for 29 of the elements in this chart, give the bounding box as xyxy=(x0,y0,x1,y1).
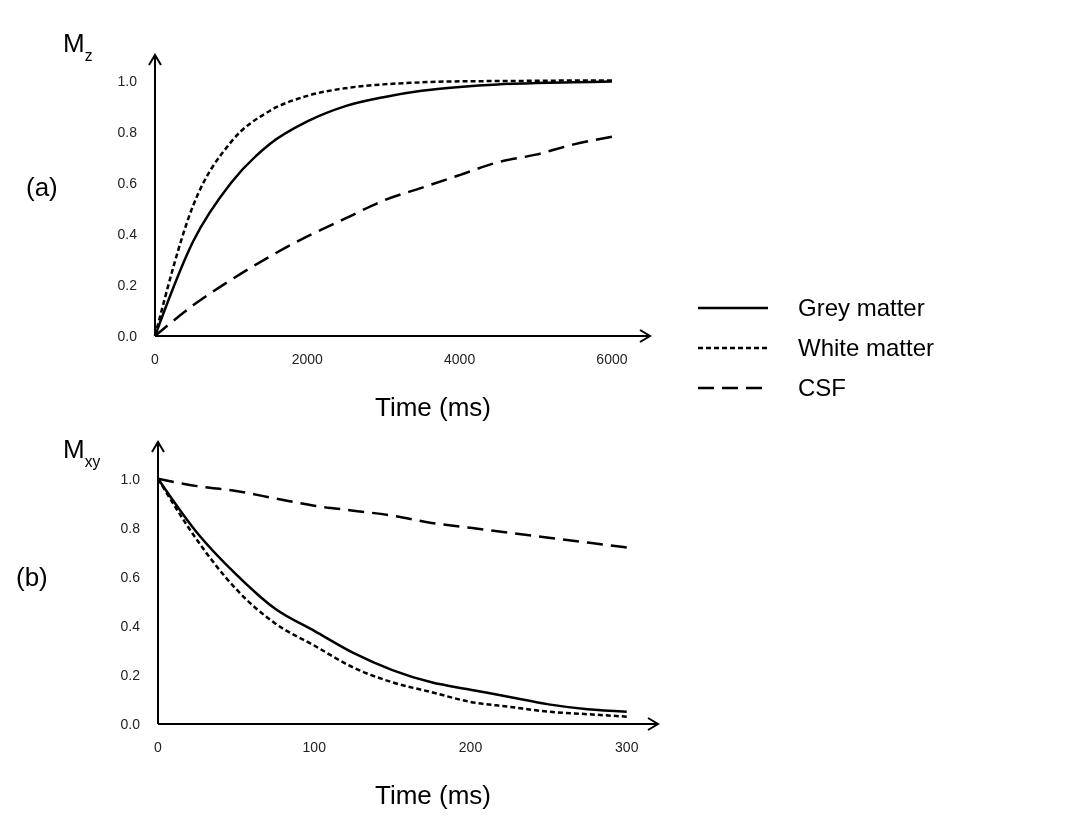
y-tick-label: 0.0 xyxy=(120,716,141,732)
y-tick-label: 0.0 xyxy=(117,328,138,344)
y-tick-label: 0.8 xyxy=(117,123,138,140)
y-tick-label: 0.4 xyxy=(117,225,138,242)
legend-label: White matter xyxy=(798,334,935,361)
x-tick-label: 6000 xyxy=(596,351,628,367)
x-tick-label: 300 xyxy=(615,739,639,755)
text: (b) xyxy=(16,562,48,592)
y-axis-title: M$_{xy}$ xyxy=(63,434,101,470)
x-axis-title: Time (ms) xyxy=(374,780,492,810)
y-tick-label: 0.2 xyxy=(117,276,138,293)
y-tick-label: 0.6 xyxy=(117,174,138,191)
y-axis-title: M$_{z}$ xyxy=(63,28,93,64)
y-tick-label: 0.2 xyxy=(120,666,141,683)
text: (a) xyxy=(26,172,58,202)
x-axis-title: Time (ms) xyxy=(374,392,492,422)
legend-label: CSF xyxy=(798,374,846,401)
x-tick-label: 0 xyxy=(151,351,160,367)
x-tick-label: 200 xyxy=(458,739,483,755)
x-tick-label: 4000 xyxy=(444,351,476,367)
y-tick-label: 1.0 xyxy=(120,470,141,487)
y-tick-label: 0.4 xyxy=(120,617,141,634)
legend-label: Grey matter xyxy=(798,294,925,321)
x-tick-label: 0 xyxy=(154,739,163,755)
x-tick-label: 2000 xyxy=(291,351,324,367)
y-tick-label: 1.0 xyxy=(117,72,138,89)
x-tick-label: 100 xyxy=(302,739,327,755)
y-tick-label: 0.8 xyxy=(120,519,141,536)
y-tick-label: 0.6 xyxy=(120,568,141,585)
